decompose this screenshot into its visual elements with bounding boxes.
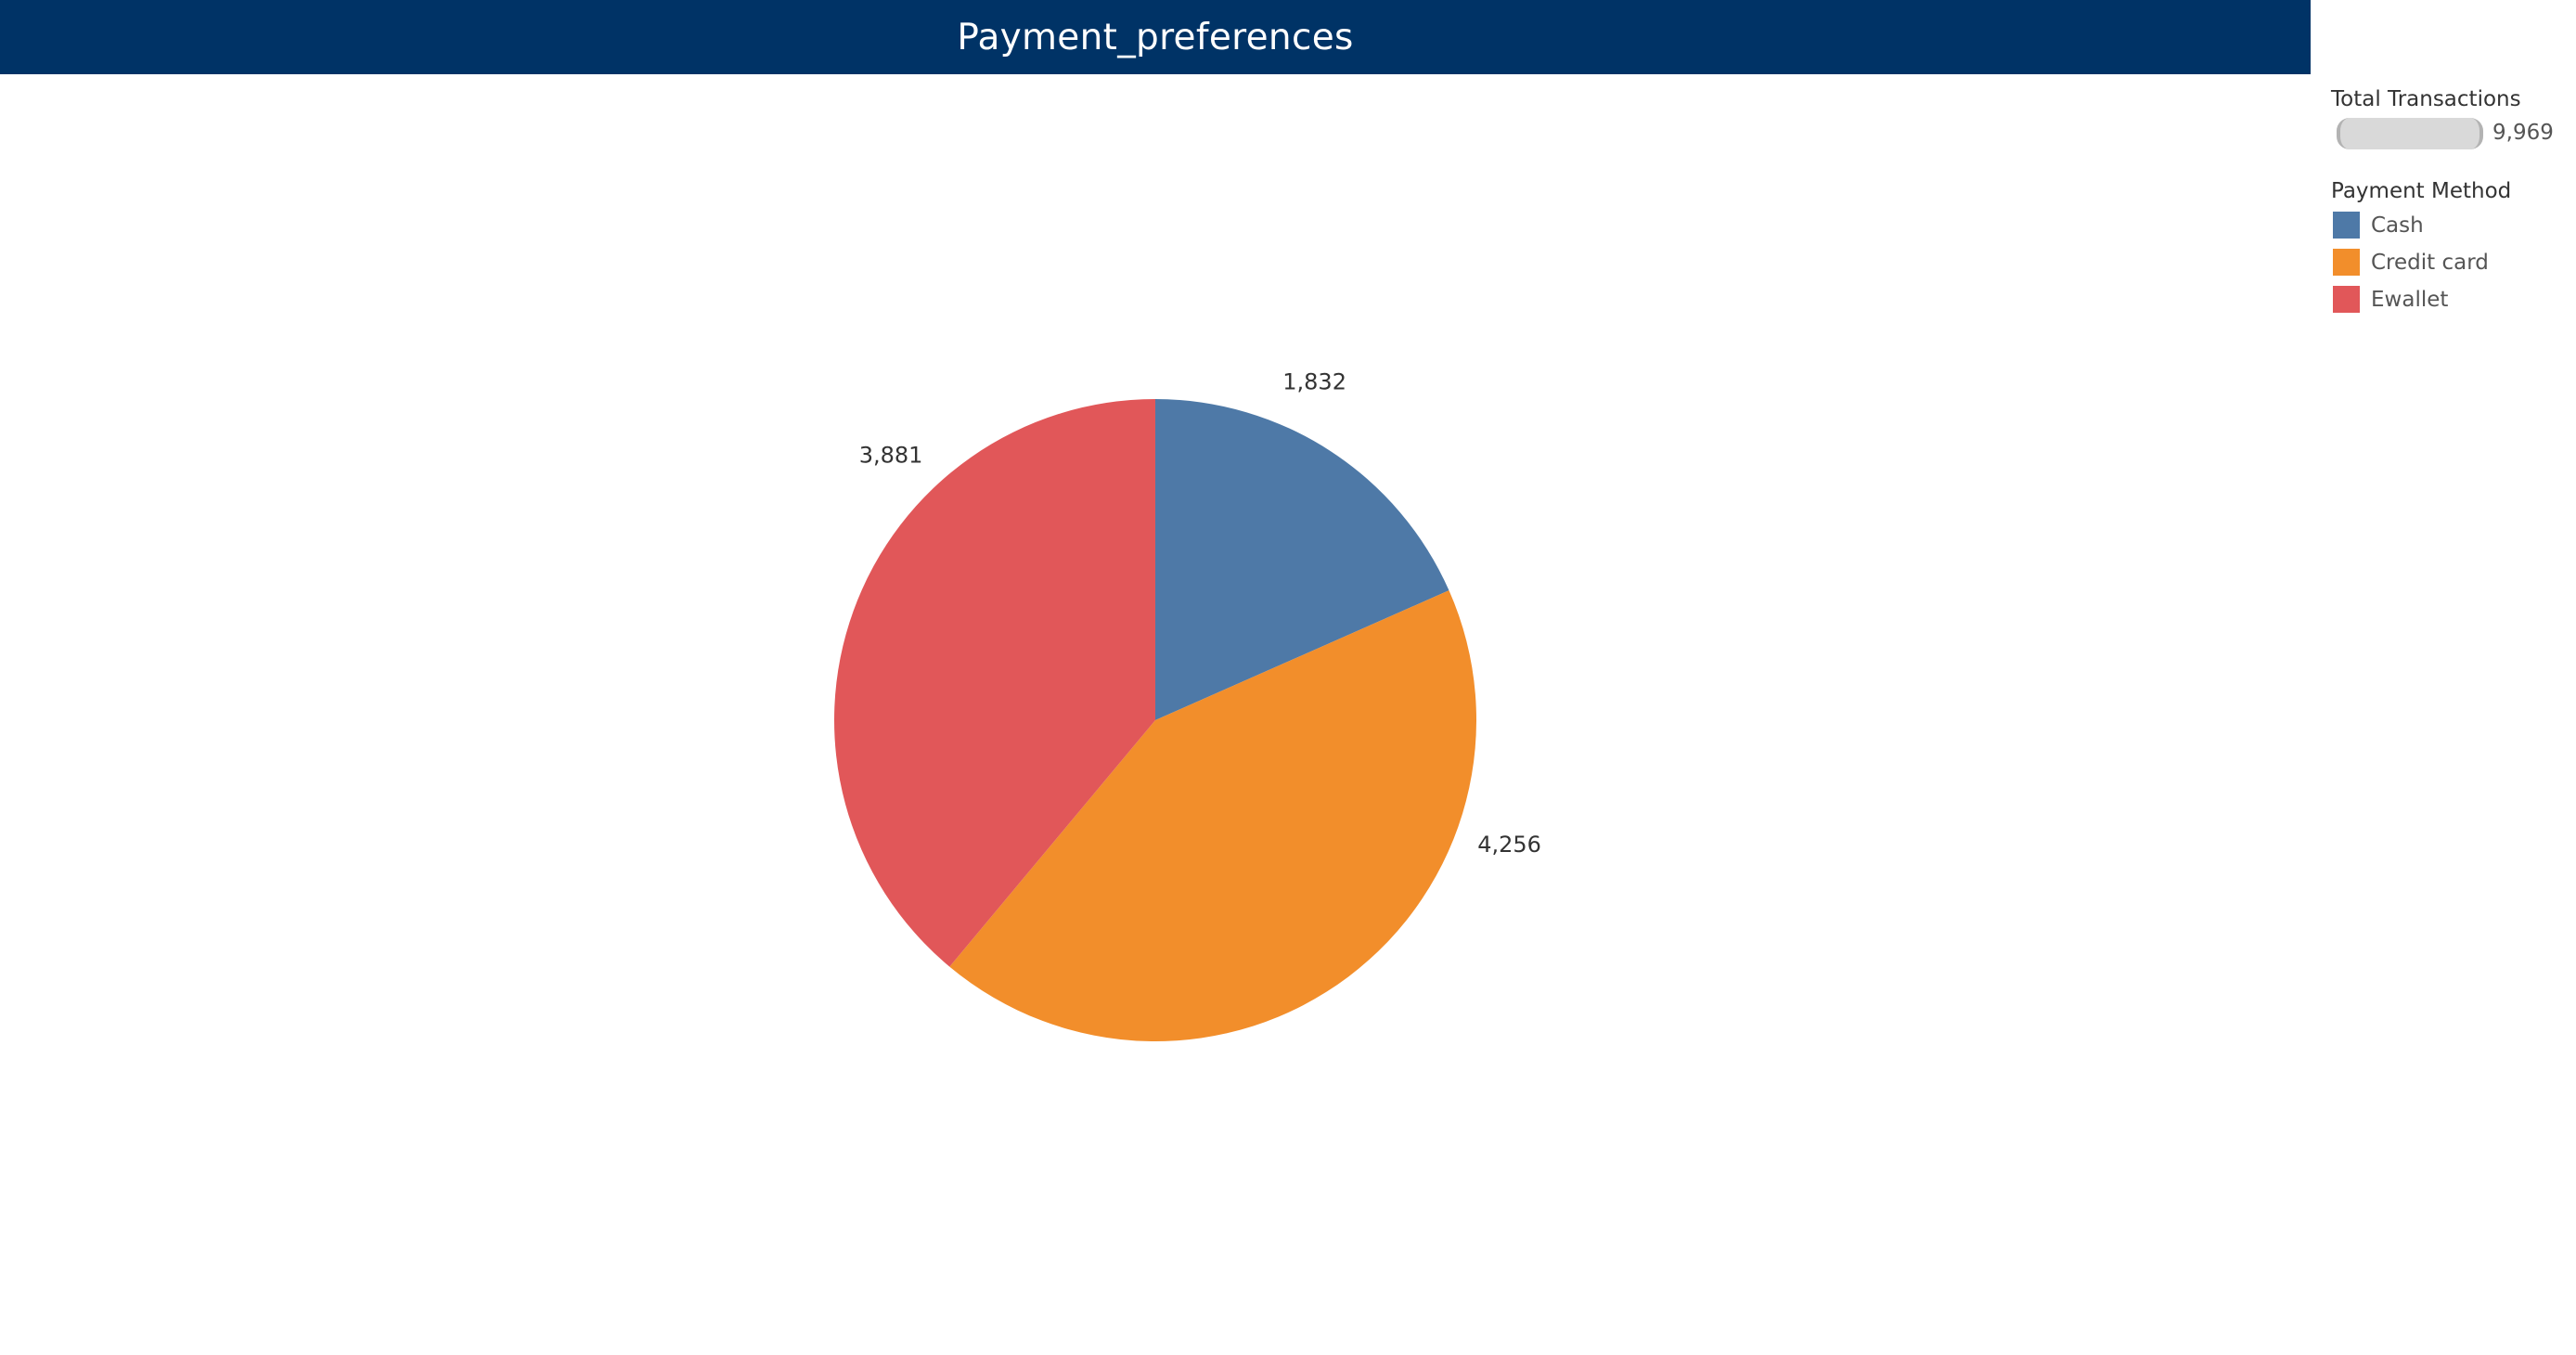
color-legend-title: Payment Method <box>2331 179 2512 203</box>
legend-label-cash: Cash <box>2371 213 2424 238</box>
size-legend-bar <box>2337 118 2483 149</box>
title-bar <box>0 0 2311 74</box>
legend-label-credit-card: Credit card <box>2371 251 2489 275</box>
data-label-credit-card: 4,256 <box>1477 832 1541 858</box>
legend-item-cash[interactable]: Cash <box>2331 212 2572 239</box>
size-legend-title: Total Transactions <box>2331 87 2521 111</box>
pie-chart: 1,832 4,256 3,881 <box>833 368 1541 1042</box>
pie-slice-credit-card[interactable] <box>949 590 1476 1042</box>
legend-swatch-credit-card <box>2333 249 2360 276</box>
data-label-cash: 1,832 <box>1282 368 1346 394</box>
legend-item-credit-card[interactable]: Credit card <box>2331 249 2572 277</box>
legend-label-ewallet: Ewallet <box>2371 288 2449 312</box>
pie-slices <box>833 399 1476 1042</box>
pie-slice-cash[interactable] <box>1155 399 1449 720</box>
legend-panel: Total Transactions 9,969 Payment Method … <box>2311 74 2576 353</box>
page-title: Payment_preferences <box>957 17 1354 58</box>
size-legend-max-value: 9,969 <box>2492 121 2554 145</box>
pie-slice-ewallet[interactable] <box>833 399 1155 967</box>
pie-data-labels: 1,832 4,256 3,881 <box>859 368 1541 858</box>
legend-swatch-cash <box>2333 212 2360 239</box>
legend-swatch-ewallet <box>2333 286 2360 313</box>
data-label-ewallet: 3,881 <box>859 443 923 469</box>
legend-item-ewallet[interactable]: Ewallet <box>2331 286 2572 314</box>
